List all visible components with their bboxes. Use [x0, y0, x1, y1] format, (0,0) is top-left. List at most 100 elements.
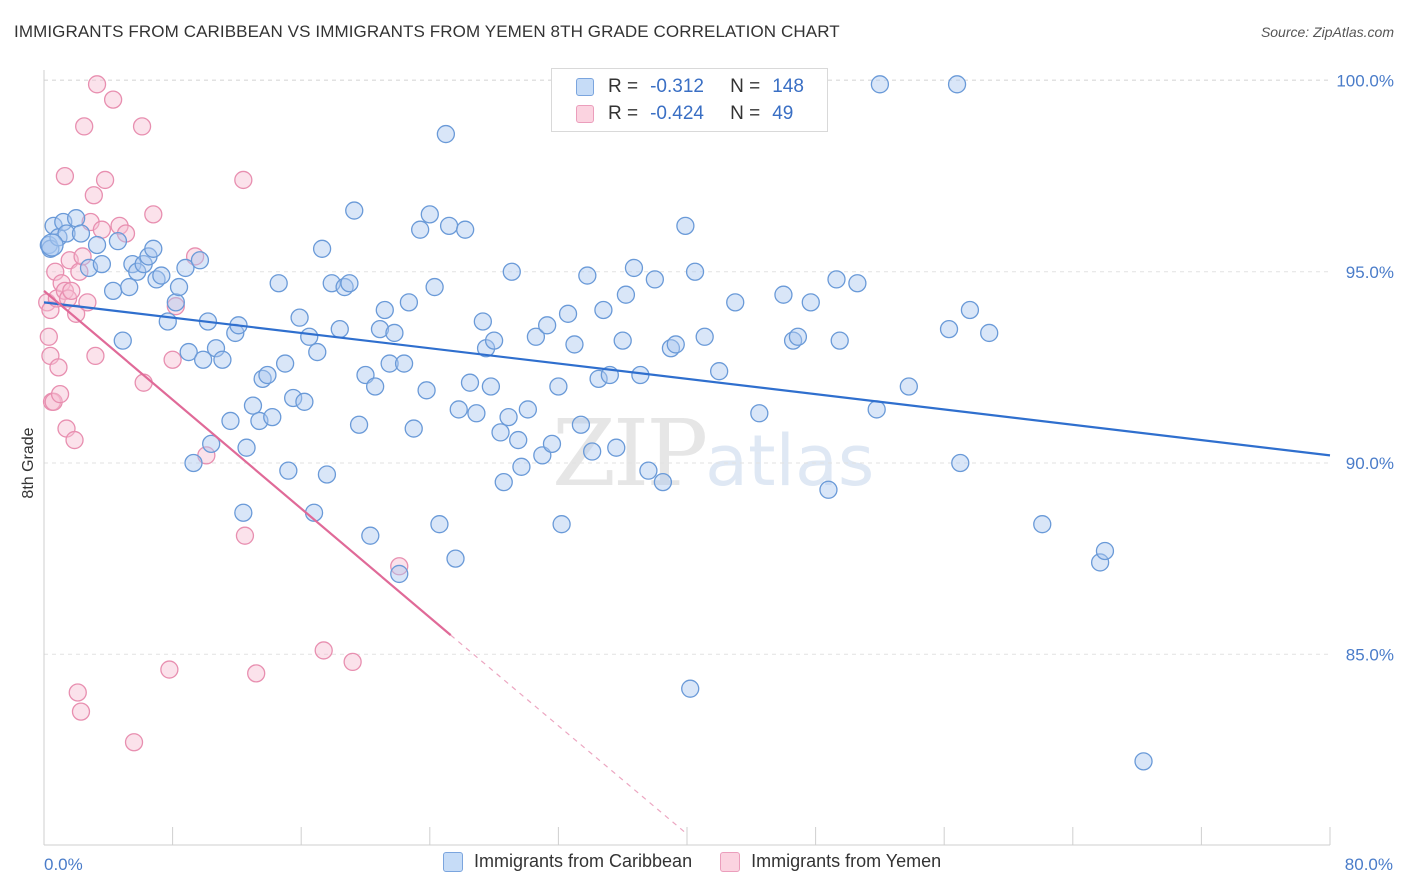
caribbean-point — [345, 201, 364, 220]
correlation-legend: R = -0.312 N = 148 R = -0.424 N = 49 — [551, 68, 828, 132]
yemen-point — [247, 664, 266, 683]
caribbean-point — [552, 515, 571, 534]
yemen-point — [92, 220, 112, 239]
caribbean-point — [152, 266, 171, 285]
watermark: ZIPatlas — [552, 400, 874, 507]
legend-label-caribbean: Immigrants from Caribbean — [474, 851, 693, 871]
caribbean-point — [645, 270, 664, 289]
caribbean-point — [120, 277, 139, 297]
caribbean-point — [788, 327, 808, 346]
x-tick-label: 80.0% — [1345, 855, 1393, 874]
caribbean-point — [213, 350, 232, 369]
caribbean-point — [439, 216, 459, 236]
legend-swatch-blue — [576, 78, 594, 96]
caribbean-point — [166, 293, 185, 312]
caribbean-point — [960, 300, 980, 320]
yemen-points — [38, 75, 409, 752]
caribbean-point — [430, 515, 449, 534]
caribbean-point — [420, 205, 439, 224]
caribbean-point — [750, 404, 769, 423]
y-tick-label: 100.0% — [1336, 72, 1394, 91]
yemen-point — [49, 358, 68, 377]
source-credit: Source: ZipAtlas.com — [1260, 24, 1394, 40]
caribbean-point — [349, 415, 369, 434]
caribbean-point — [494, 472, 513, 492]
yemen-point — [314, 641, 333, 660]
caribbean-point — [365, 377, 385, 396]
y-tick-label: 95.0% — [1346, 263, 1394, 282]
legend-r-value: -0.424 — [650, 103, 704, 124]
yemen-point — [39, 327, 58, 346]
caribbean-point — [144, 239, 163, 258]
caribbean-point — [801, 293, 820, 312]
caribbean-point — [404, 419, 423, 438]
caribbean-point — [666, 335, 685, 354]
caribbean-point — [899, 377, 918, 396]
yemen-point — [390, 557, 409, 576]
caribbean-point — [308, 342, 327, 362]
caribbean-point — [295, 392, 314, 411]
caribbean-point — [385, 323, 404, 343]
caribbean-point — [537, 316, 557, 335]
caribbean-point — [870, 75, 890, 94]
y-tick-label: 85.0% — [1346, 645, 1394, 664]
caribbean-point — [446, 549, 465, 568]
caribbean-point — [624, 258, 644, 278]
caribbean-point — [330, 319, 349, 339]
legend-n-label: N = — [730, 103, 761, 124]
legend-n-value: 49 — [772, 103, 794, 124]
caribbean-point — [542, 434, 562, 454]
caribbean-point — [317, 465, 337, 484]
caribbean-point — [607, 438, 626, 457]
caribbean-point — [502, 262, 521, 281]
caribbean-point — [613, 331, 632, 350]
yemen-trend-line — [43, 290, 452, 636]
caribbean-point — [184, 453, 203, 473]
legend-swatch-pink — [576, 105, 594, 123]
caribbean-point — [1033, 515, 1052, 534]
caribbean-point — [312, 239, 332, 258]
caribbean-point — [71, 224, 91, 243]
yemen-point — [86, 346, 105, 366]
legend-swatch-caribbean — [443, 851, 463, 872]
caribbean-point — [467, 404, 486, 423]
y-tick-label: 90.0% — [1346, 454, 1394, 473]
yemen-point — [84, 186, 103, 205]
caribbean-point — [774, 285, 793, 304]
legend-r-label: R = — [608, 76, 639, 97]
yemen-point — [343, 652, 362, 672]
series-legend: Immigrants from Caribbean Immigrants fro… — [443, 851, 941, 872]
caribbean-point — [819, 480, 838, 499]
legend-row-yemen: R = -0.424 N = 49 — [576, 101, 793, 127]
legend-r-value: -0.312 — [650, 76, 704, 97]
caribbean-point — [571, 415, 591, 434]
caribbean-point — [103, 281, 123, 301]
caribbean-point — [518, 400, 538, 419]
yemen-point — [65, 430, 84, 450]
caribbean-point — [509, 430, 528, 450]
legend-swatch-yemen — [720, 851, 741, 872]
caribbean-point — [639, 461, 658, 480]
caribbean-point — [947, 75, 967, 94]
caribbean-point — [565, 335, 584, 354]
caribbean-point — [558, 304, 578, 323]
caribbean-point — [827, 270, 846, 289]
caribbean-point — [436, 124, 456, 144]
yemen-point — [73, 247, 92, 266]
caribbean-point — [221, 411, 240, 431]
gridlines — [44, 79, 1330, 655]
caribbean-point — [460, 373, 480, 392]
caribbean-point — [399, 293, 419, 312]
caribbean-point — [275, 354, 295, 373]
caribbean-point — [939, 319, 959, 339]
watermark-zip: ZIP — [552, 400, 708, 507]
caribbean-point — [258, 365, 277, 385]
caribbean-point — [57, 224, 76, 243]
caribbean-point — [290, 308, 309, 327]
caribbean-point — [526, 327, 546, 346]
caribbean-point — [676, 216, 695, 236]
caribbean-point — [206, 339, 226, 358]
caribbean-point — [417, 381, 436, 400]
caribbean-point — [425, 277, 444, 297]
yemen-point — [41, 300, 60, 320]
